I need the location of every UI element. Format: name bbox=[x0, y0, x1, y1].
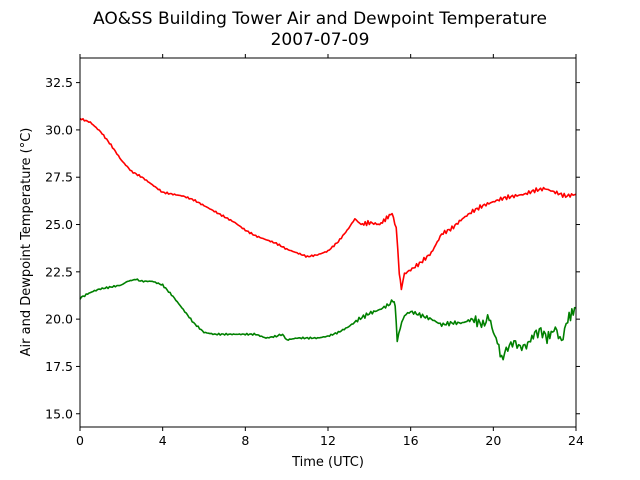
y-tick-label: 15.0 bbox=[45, 406, 73, 421]
y-tick-label: 32.5 bbox=[45, 75, 73, 90]
x-axis-label: Time (UTC) bbox=[291, 455, 364, 470]
y-axis-label: Air and Dewpoint Temperature (°C) bbox=[19, 128, 34, 357]
x-tick-label: 4 bbox=[159, 433, 167, 448]
x-tick-label: 0 bbox=[76, 433, 84, 448]
chart-subtitle: 2007-07-09 bbox=[271, 30, 370, 50]
series-line-2 bbox=[79, 278, 577, 361]
x-tick-label: 12 bbox=[320, 433, 336, 448]
y-tick-label: 25.0 bbox=[45, 217, 73, 232]
x-tick-label: 16 bbox=[403, 433, 419, 448]
x-tick-label: 24 bbox=[568, 433, 584, 448]
y-tick-label: 17.5 bbox=[45, 359, 73, 374]
y-tick-label: 30.0 bbox=[45, 122, 73, 137]
series-line-1 bbox=[79, 117, 577, 291]
plot-area: 0 4 8 12 16 20 24 15.0 17.5 20.0 22.5 25.0 27.5 30.0 3… bbox=[45, 54, 584, 448]
x-tick-label: 20 bbox=[485, 433, 501, 448]
y-tick-label: 22.5 bbox=[45, 264, 73, 279]
y-tick-label: 27.5 bbox=[45, 170, 73, 185]
x-tick-label: 8 bbox=[241, 433, 249, 448]
y-tick-label: 20.0 bbox=[45, 312, 73, 327]
chart-title: AO&SS Building Tower Air and Dewpoint Te… bbox=[93, 9, 547, 29]
